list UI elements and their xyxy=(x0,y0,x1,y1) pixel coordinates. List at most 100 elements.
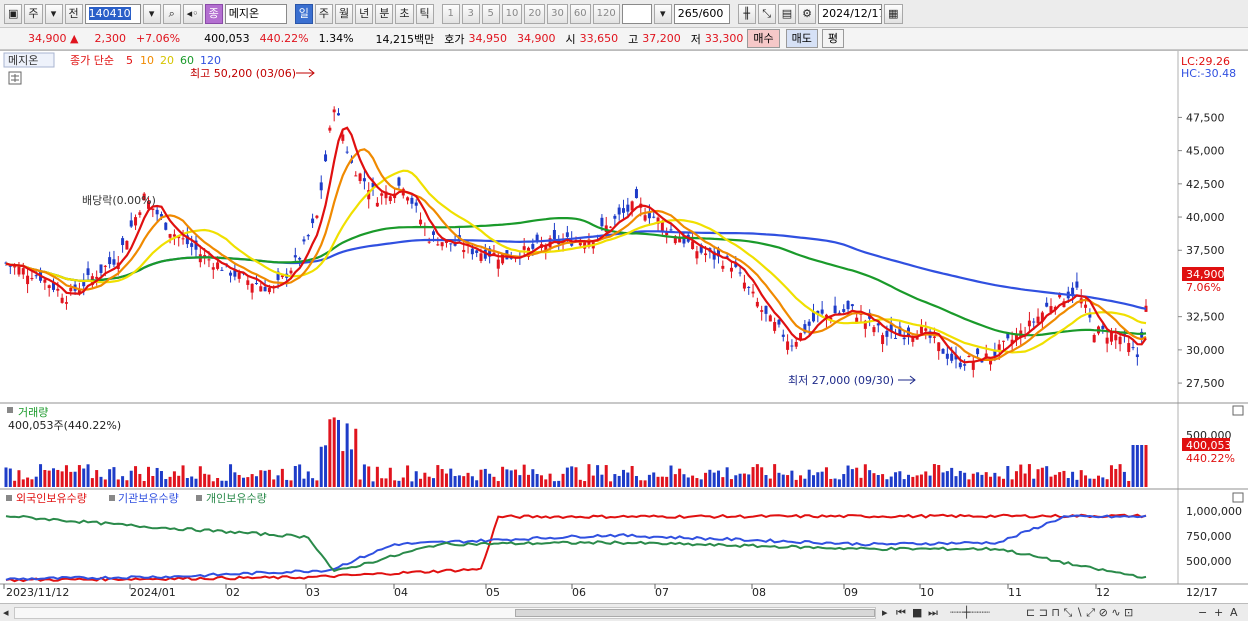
stop-icon[interactable]: ■ xyxy=(912,606,923,619)
font-size-icon[interactable]: A xyxy=(1230,606,1238,619)
volume-bar xyxy=(941,472,945,487)
volume-bar xyxy=(976,472,980,487)
count-60[interactable]: 60 xyxy=(569,3,591,24)
up-arrow-icon: ▲ xyxy=(70,32,79,45)
ma60-line xyxy=(5,217,1147,337)
count-20[interactable]: 20 xyxy=(524,3,546,24)
buy-button[interactable]: 매수 xyxy=(747,29,780,48)
candle-body xyxy=(755,301,759,307)
calendar-icon[interactable]: ▦ xyxy=(884,3,903,24)
interval-minute[interactable]: 분 xyxy=(375,3,394,24)
candle-icon[interactable]: ╫ xyxy=(737,3,756,24)
save-icon[interactable]: ▤ xyxy=(777,3,797,24)
scroll-thumb[interactable] xyxy=(515,609,875,617)
ma5-line xyxy=(5,126,1147,364)
price-tick-label: 30,000 xyxy=(1186,344,1225,357)
volume-bar xyxy=(881,474,885,487)
volume-bar xyxy=(1062,470,1066,487)
scrollbar[interactable] xyxy=(14,607,876,619)
candle-body xyxy=(544,246,548,251)
candle-body xyxy=(99,264,103,273)
count-1[interactable]: 1 xyxy=(441,3,460,24)
zoom-slider[interactable]: ┈┈┼┈┈┈ xyxy=(950,606,990,619)
count-30[interactable]: 30 xyxy=(547,3,568,24)
count-5[interactable]: 5 xyxy=(481,3,500,24)
candle-body xyxy=(64,302,68,304)
sell-button[interactable]: 매도 xyxy=(785,29,818,48)
rewind-icon[interactable]: ⏮ xyxy=(896,606,906,619)
fast-forward-icon[interactable]: ⏭ xyxy=(928,606,938,619)
date-input[interactable]: 2024/12/17 xyxy=(818,3,883,24)
interval-year[interactable]: 년 xyxy=(355,3,374,24)
holdings-pane-close-icon[interactable] xyxy=(1232,492,1244,503)
scroll-right-icon[interactable]: ▸ xyxy=(882,606,888,619)
count-10[interactable]: 10 xyxy=(501,3,523,24)
volume-bar xyxy=(190,476,194,487)
code-input[interactable]: 140410 xyxy=(84,3,141,24)
volume-bar xyxy=(617,475,621,487)
volume-bar xyxy=(993,472,997,487)
candle-body xyxy=(414,202,418,206)
holdings-tick-750000: 750,000 xyxy=(1186,530,1232,543)
candle-body xyxy=(328,127,332,131)
candle-body xyxy=(427,241,431,243)
period-select[interactable]: 주 xyxy=(24,3,43,24)
candle-body xyxy=(1006,333,1010,339)
volume-bar xyxy=(591,475,595,487)
volume-bar xyxy=(721,477,725,487)
zoom-out-icon[interactable]: − xyxy=(1198,606,1208,619)
volume-bar xyxy=(449,468,453,487)
chart-area[interactable]: 메지온 종가 단순 5 10 20 60 120 LC:29.26 HC:-30… xyxy=(0,50,1248,603)
interval-day[interactable]: 일 xyxy=(294,3,313,24)
gear-icon[interactable]: ⚙ xyxy=(798,3,817,24)
volume-bar xyxy=(1097,475,1100,487)
stock-name-field[interactable]: 메지온 xyxy=(224,3,287,24)
count-dropdown-icon[interactable]: ▾ xyxy=(653,3,672,24)
count-3[interactable]: 3 xyxy=(461,3,480,24)
tool-icons[interactable]: ⊏ ⊐ ⊓ ⤡ ∖ ⤢ ⊘ ∿ ⊡ xyxy=(1026,606,1134,619)
avg-button[interactable]: 평 xyxy=(821,29,845,48)
volume-bar xyxy=(1079,470,1083,487)
volume-pane-close-icon[interactable] xyxy=(1232,405,1244,416)
volume-bar xyxy=(306,471,310,487)
interval-week[interactable]: 주 xyxy=(314,3,334,24)
interval-tick[interactable]: 틱 xyxy=(415,3,434,24)
candle-body xyxy=(794,341,798,347)
scroll-left-icon[interactable]: ◂ xyxy=(3,606,9,619)
candle-body xyxy=(958,362,962,368)
candle-body xyxy=(319,182,323,191)
candle-body xyxy=(609,226,613,228)
count-custom-input[interactable] xyxy=(621,3,652,24)
search-icon[interactable]: ⌕ xyxy=(162,3,181,24)
volume-bar xyxy=(185,478,189,487)
interval-second[interactable]: 초 xyxy=(395,3,414,24)
candle-body xyxy=(725,256,729,258)
chart-svg[interactable]: 메지온 종가 단순 5 10 20 60 120 LC:29.26 HC:-30… xyxy=(0,51,1248,604)
prev-button[interactable]: 전 xyxy=(64,3,83,24)
volume-bar xyxy=(622,469,625,487)
count-120[interactable]: 120 xyxy=(592,3,620,24)
code-dropdown-icon[interactable]: ▾ xyxy=(142,3,161,24)
legend-name-box[interactable] xyxy=(3,52,55,68)
candle-body xyxy=(751,291,755,294)
volume-bar xyxy=(626,472,630,487)
candle-body xyxy=(622,208,625,213)
price-tag-value: 34,900 xyxy=(1186,268,1225,281)
zoom-in-icon[interactable]: + xyxy=(1214,606,1224,619)
candle-body xyxy=(479,253,483,261)
chart-type-icon[interactable]: ▣ xyxy=(4,3,23,24)
price-tick-label: 32,500 xyxy=(1186,311,1225,324)
view-count-input[interactable]: 265/600 xyxy=(673,3,730,24)
volume-bar xyxy=(341,451,345,487)
volume-bar xyxy=(384,478,388,487)
volume-bar xyxy=(401,477,405,487)
volume-bar xyxy=(911,476,915,487)
candle-body xyxy=(155,209,159,215)
dividend-annotation: 배당락(0.00%) xyxy=(82,194,156,207)
interval-month[interactable]: 월 xyxy=(335,3,354,24)
candle-body xyxy=(786,341,790,350)
dropdown-icon[interactable]: ▾ xyxy=(44,3,63,24)
speaker-icon[interactable]: ◂◦ xyxy=(182,3,203,24)
volume-bar xyxy=(453,476,457,487)
compare-icon[interactable]: ⤡ xyxy=(757,3,776,24)
